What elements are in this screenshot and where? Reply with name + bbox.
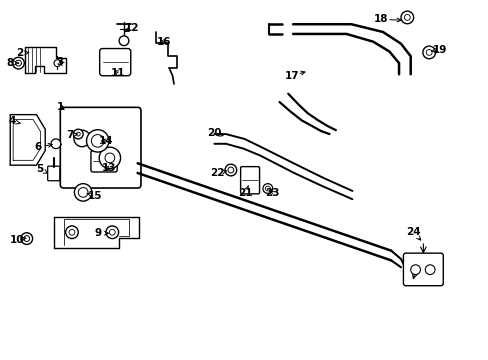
Text: 19: 19 <box>432 45 446 55</box>
Circle shape <box>422 46 435 59</box>
FancyArrowPatch shape <box>87 193 92 197</box>
Circle shape <box>86 130 109 152</box>
Text: 4: 4 <box>8 116 16 126</box>
Circle shape <box>400 11 413 24</box>
FancyArrowPatch shape <box>60 105 64 109</box>
Text: 7: 7 <box>66 130 73 140</box>
Text: 12: 12 <box>124 23 139 33</box>
FancyArrowPatch shape <box>222 170 226 174</box>
FancyArrowPatch shape <box>46 143 52 147</box>
Circle shape <box>410 265 420 275</box>
FancyArrowPatch shape <box>218 132 223 136</box>
Circle shape <box>65 226 78 239</box>
Circle shape <box>69 229 75 235</box>
FancyArrowPatch shape <box>102 139 106 143</box>
Circle shape <box>73 129 83 139</box>
FancyArrowPatch shape <box>21 237 26 241</box>
Text: 17: 17 <box>284 71 299 81</box>
Circle shape <box>24 236 30 242</box>
Circle shape <box>425 265 434 275</box>
Circle shape <box>426 50 431 55</box>
FancyArrowPatch shape <box>430 49 435 53</box>
Circle shape <box>224 164 236 176</box>
Circle shape <box>227 167 233 173</box>
Text: 23: 23 <box>265 188 279 198</box>
Text: 8: 8 <box>7 58 14 68</box>
FancyArrowPatch shape <box>73 133 78 136</box>
Circle shape <box>16 60 21 66</box>
Text: 5: 5 <box>36 164 43 174</box>
FancyArrowPatch shape <box>24 51 29 55</box>
Circle shape <box>51 139 61 149</box>
Text: 20: 20 <box>207 127 221 138</box>
FancyArrowPatch shape <box>14 61 19 65</box>
Circle shape <box>105 153 115 163</box>
FancyBboxPatch shape <box>240 167 259 194</box>
FancyArrowPatch shape <box>124 28 129 32</box>
FancyBboxPatch shape <box>47 166 60 181</box>
FancyArrowPatch shape <box>60 62 64 66</box>
FancyArrowPatch shape <box>389 18 400 22</box>
FancyArrowPatch shape <box>160 40 164 44</box>
FancyArrowPatch shape <box>114 71 119 74</box>
Text: 6: 6 <box>34 142 41 152</box>
Text: 16: 16 <box>157 37 171 47</box>
Circle shape <box>54 60 61 67</box>
Text: 2: 2 <box>16 48 23 58</box>
Circle shape <box>99 147 121 168</box>
Circle shape <box>78 188 88 197</box>
Circle shape <box>109 229 115 235</box>
FancyBboxPatch shape <box>60 107 141 188</box>
Circle shape <box>13 57 24 69</box>
Circle shape <box>74 130 90 147</box>
Circle shape <box>91 135 104 147</box>
Circle shape <box>119 36 128 46</box>
FancyBboxPatch shape <box>91 150 117 172</box>
Circle shape <box>106 226 119 239</box>
Text: 1: 1 <box>57 102 64 112</box>
Circle shape <box>74 184 92 201</box>
FancyArrowPatch shape <box>269 191 273 195</box>
FancyArrowPatch shape <box>16 120 20 124</box>
Circle shape <box>265 186 270 191</box>
FancyArrowPatch shape <box>43 170 47 173</box>
FancyArrowPatch shape <box>104 231 108 235</box>
Text: 22: 22 <box>210 168 224 178</box>
FancyBboxPatch shape <box>100 49 130 76</box>
Text: 13: 13 <box>102 163 117 173</box>
Circle shape <box>76 132 80 136</box>
Text: 24: 24 <box>406 227 420 237</box>
FancyArrowPatch shape <box>105 166 109 170</box>
Circle shape <box>263 184 272 193</box>
Circle shape <box>404 14 409 21</box>
Circle shape <box>21 233 33 244</box>
Text: 10: 10 <box>10 234 24 244</box>
FancyBboxPatch shape <box>403 253 443 286</box>
Text: 18: 18 <box>373 14 388 24</box>
Text: 11: 11 <box>111 68 125 78</box>
Text: 9: 9 <box>94 228 101 238</box>
FancyArrowPatch shape <box>244 185 248 191</box>
FancyArrowPatch shape <box>300 71 305 75</box>
Text: 21: 21 <box>238 188 252 198</box>
Text: 14: 14 <box>99 136 113 146</box>
Text: 3: 3 <box>56 57 63 67</box>
Text: 15: 15 <box>87 191 102 201</box>
FancyArrowPatch shape <box>416 236 420 240</box>
